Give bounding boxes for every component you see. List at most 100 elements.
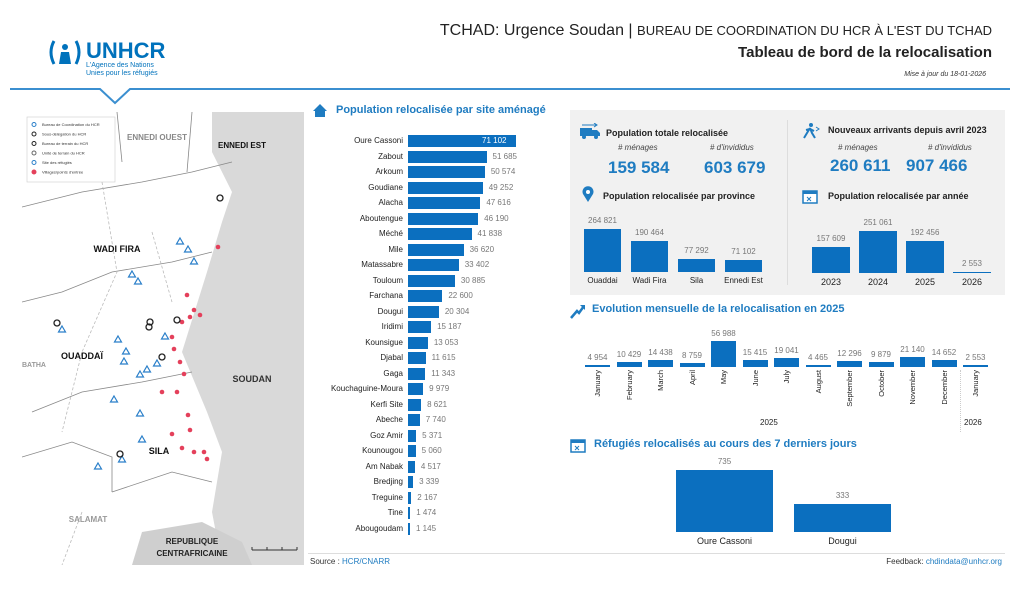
category-label: Wadi Fira <box>632 276 667 285</box>
total-households-value: 159 584 <box>608 158 670 177</box>
camp-icon <box>175 236 185 245</box>
month-label: May <box>719 370 728 385</box>
legend-label: Unité de terrain du HCR <box>42 151 85 156</box>
bar <box>725 260 762 272</box>
hcr-office-icon <box>158 353 166 361</box>
camp-icon <box>152 358 162 367</box>
camp-icon <box>135 369 145 378</box>
camp-icon <box>119 356 129 365</box>
camp-icon <box>137 434 147 443</box>
year-chart: 157 609 2023 251 061 2024 192 456 2025 2 553 20… <box>806 205 996 287</box>
logo-subtitle: Unies pour les réfugiés <box>86 70 158 77</box>
category-label: 2024 <box>867 277 889 287</box>
bar-value: 71 102 <box>482 136 507 145</box>
bar <box>678 259 715 272</box>
bar-value: 46 190 <box>484 213 509 223</box>
camp-icon <box>133 276 143 285</box>
entry-point-icon <box>169 334 175 340</box>
map-label: REPUBLIQUE <box>166 537 219 546</box>
entry-point-icon <box>31 169 37 175</box>
bar-value: 47 616 <box>486 198 511 207</box>
entry-point-icon <box>171 346 177 352</box>
entry-point-icon <box>204 456 210 462</box>
bar-value: 56 988 <box>711 329 736 338</box>
total-households-label: # ménages <box>618 143 658 152</box>
title-office: BUREAU DE COORDINATION DU HCR À L'EST DU… <box>637 23 992 38</box>
entry-point-icon <box>187 314 193 320</box>
bar-label: Dougui <box>377 306 403 316</box>
bar-value: 157 609 <box>816 233 846 243</box>
arrivals-households-value: 260 611 <box>830 156 891 175</box>
bar-value: 264 821 <box>588 216 617 225</box>
scale-bar-icon <box>251 547 298 551</box>
bar-value: 13 053 <box>433 337 459 347</box>
truck-icon <box>580 123 600 139</box>
coordination-office-icon <box>31 122 37 127</box>
unhcr-emblem-icon <box>49 40 81 65</box>
bar-label: Kerfi Site <box>370 399 403 409</box>
bar-value: 41 838 <box>477 229 503 238</box>
bar <box>408 274 455 287</box>
camp-icon <box>142 364 152 373</box>
camp-icon <box>117 454 127 463</box>
bar-value: 8 621 <box>427 399 448 409</box>
running-person-icon <box>803 123 820 139</box>
province-title: Population relocalisée par province <box>603 191 756 201</box>
bar-value: 4 954 <box>587 352 608 362</box>
bar-value: 20 304 <box>444 306 470 316</box>
map-label: CENTRAFRICAINE <box>156 549 228 558</box>
bar <box>408 429 417 442</box>
bar <box>900 357 925 367</box>
bar <box>408 290 443 302</box>
bar-value: 36 620 <box>469 244 495 254</box>
bar <box>794 503 891 532</box>
bar <box>408 445 416 457</box>
camp-icon <box>93 461 103 470</box>
total-individuals-label: # d'invididus <box>710 143 754 152</box>
bar <box>805 364 831 367</box>
hcr-office-icon <box>116 450 124 458</box>
bar-value: 7 740 <box>425 415 446 424</box>
bar-label: Arkoum <box>375 167 403 176</box>
entry-point-icon <box>184 292 190 298</box>
field-office-icon <box>31 141 37 146</box>
map-label: OUADDAÏ <box>61 351 103 361</box>
bar <box>648 360 673 367</box>
source-label: Source : <box>310 557 343 566</box>
map-label: SOUDAN <box>232 374 271 384</box>
bar-label: Bredjing <box>373 477 403 486</box>
update-date: Mise à jour du 18-01-2026 <box>904 71 986 78</box>
bar <box>676 470 773 532</box>
bar <box>631 241 668 272</box>
month-label: July <box>782 370 791 384</box>
bar <box>408 228 472 240</box>
bar-label: Touloum <box>372 275 403 285</box>
month-label: August <box>813 370 823 394</box>
map-label: ENNEDI OUEST <box>127 133 187 142</box>
bar-value: 12 296 <box>837 349 862 359</box>
category-label: 2023 <box>820 277 842 287</box>
bar <box>408 150 487 163</box>
source: Source : HCR/CNARR <box>310 557 390 566</box>
month-label: December <box>939 370 949 405</box>
bar-label: Kounougou <box>362 446 403 455</box>
bar-label: Oure Cassoni <box>354 136 403 145</box>
sudan-area <box>182 112 304 565</box>
bar-value: 15 187 <box>437 322 462 331</box>
bar-label: Djabal <box>380 353 403 362</box>
bar-value: 5 060 <box>421 446 442 455</box>
bar-value: 5 371 <box>422 430 443 440</box>
bar <box>408 135 516 147</box>
source-link[interactable]: HCR/CNARR <box>342 557 391 566</box>
bar-value: 1 145 <box>416 523 437 533</box>
bar-value: 11 343 <box>431 368 456 378</box>
hcr-office-icon <box>146 318 154 326</box>
logo-text: UNHCR <box>86 38 166 63</box>
legend-label: Sous-délégation du HCR <box>42 132 86 137</box>
bar-value: 14 652 <box>931 348 957 358</box>
sub-office-icon <box>31 131 37 137</box>
feedback-email-link[interactable]: chdindata@unhcr.org <box>925 557 1002 566</box>
arrivals-title: Nouveaux arrivants depuis avril 2023 <box>828 125 987 135</box>
entry-point-icon <box>174 389 180 395</box>
bar <box>408 212 479 225</box>
